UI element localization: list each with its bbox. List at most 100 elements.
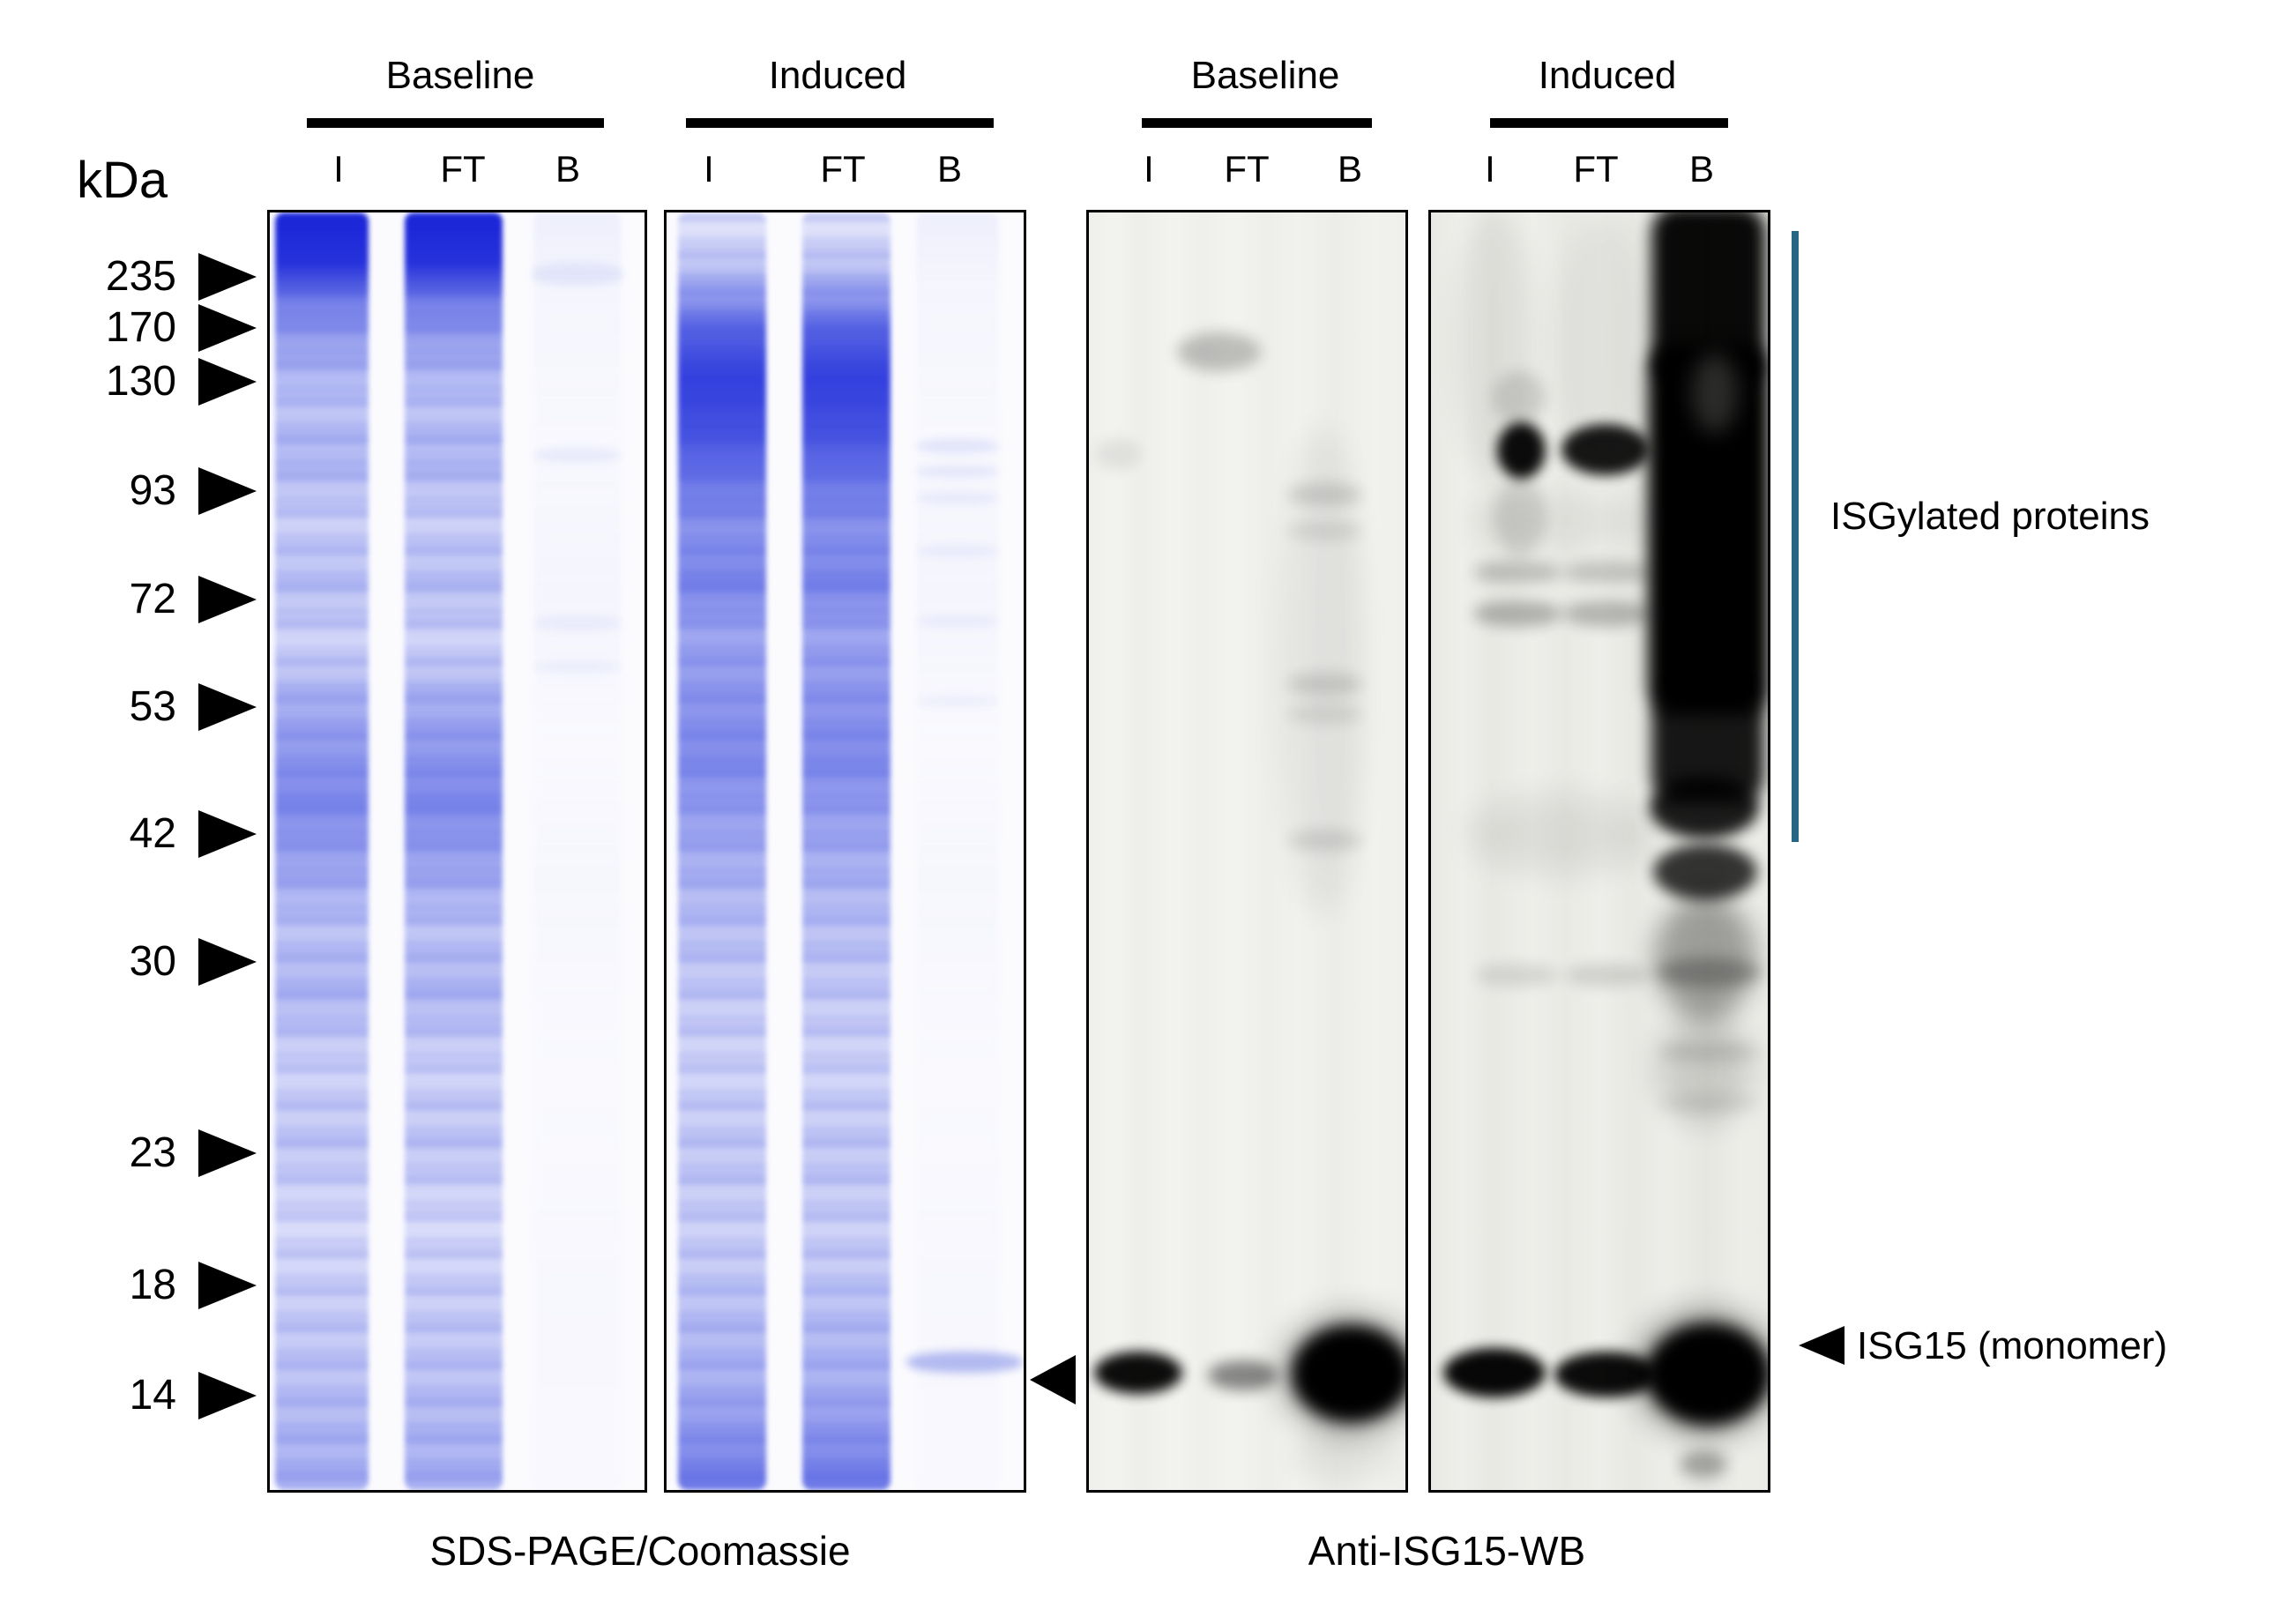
lane-label: I [1485,148,1495,190]
isg15-monomer-band [1292,1325,1405,1422]
ladder-marker: 42 [0,810,265,858]
arrowhead-right-icon [198,683,257,731]
isgylated-smear [1653,896,1757,1019]
arrowhead-right-icon [198,1262,257,1309]
faint-band [1287,483,1362,506]
arrowhead-right-icon [198,467,257,515]
group-header-wb-induced: Induced [1538,54,1677,97]
lane-label: FT [1224,148,1270,190]
ladder-value: 18 [129,1262,176,1308]
gel-lane-input [275,212,369,1490]
ladder-value: 235 [105,253,176,300]
faint-band [1658,1041,1760,1062]
faint-band [1287,521,1362,540]
isgylated-bracket [1792,231,1799,842]
faint-band [533,659,622,674]
faint-smear [1466,495,1656,548]
faint-band [1096,438,1140,470]
arrowhead-right-icon [198,253,257,301]
lane-label: FT [820,148,866,190]
faint-band [1287,704,1362,724]
isg15-monomer-band [1094,1352,1182,1394]
arrowhead-right-icon [198,938,257,986]
faint-band [1565,964,1649,987]
faint-band [916,466,999,478]
faint-smear [1466,794,1656,874]
lane-label: B [1337,148,1363,190]
arrowhead-right-icon [198,810,257,858]
blot-panel-wb-baseline [1086,210,1408,1493]
arrowhead-right-icon [198,576,257,623]
lane-label: B [1688,148,1715,190]
isgylated-smear [1648,345,1768,715]
isgylated-smear [1653,844,1757,900]
lane-label: FT [1573,148,1619,190]
ladder-marker: 30 [0,938,265,986]
group-header-wb-baseline: Baseline [1190,54,1340,97]
faint-band [1563,561,1651,584]
isg15-conjugate-band [1497,422,1546,479]
ladder-value: 53 [129,683,176,730]
isg15-monomer-band [1443,1348,1546,1397]
ladder-value: 72 [129,576,176,622]
isgylated-proteins-label: ISGylated proteins [1830,495,2150,538]
faint-band [1656,957,1762,987]
faint-band [1658,1094,1760,1112]
gel-lane-input [678,212,766,1490]
ladder-value: 93 [129,467,176,514]
group-underline [686,118,994,128]
lane-label: B [555,148,581,190]
ladder-value: 42 [129,810,176,857]
gel-lane-bound [916,212,999,1490]
faint-band [533,448,622,462]
lane-label: B [936,148,963,190]
faint-band [916,695,999,707]
arrowhead-left-icon [1030,1355,1076,1404]
blot-panel-wb-induced [1428,210,1770,1493]
lane-label: I [1144,148,1154,190]
faint-smear [1494,477,1546,556]
kda-unit-label: kDa [77,152,168,209]
ladder-marker: 23 [0,1129,265,1177]
gel-panel-coomassie-baseline [267,210,647,1493]
faint-band [1287,830,1362,851]
gel-lane-flowthrough [802,212,891,1490]
group-header-coomassie-baseline: Baseline [385,54,535,97]
faint-smear [1278,424,1367,918]
faint-band [531,263,624,286]
isg15-monomer-label: ISG15 (monomer) [1857,1324,2168,1367]
lane-label: I [333,148,344,190]
ladder-marker: 14 [0,1372,265,1419]
ladder-value: 30 [129,938,176,985]
ladder-marker: 235 [0,253,265,301]
isg15-conjugate-band [1561,424,1650,475]
faint-band [1493,371,1546,424]
faint-band [1473,561,1561,584]
arrowhead-right-icon [198,1372,257,1419]
faint-band [1473,600,1561,627]
caption-wb: Anti-ISG15-WB [1308,1528,1586,1574]
faint-band [533,615,622,631]
arrowhead-left-icon [1799,1326,1844,1365]
isg15-monomer-band-coomassie [906,1352,1023,1373]
faint-band [1287,673,1362,696]
ladder-value: 170 [105,304,176,351]
ladder-marker: 53 [0,683,265,731]
ladder-value: 14 [129,1372,176,1419]
caption-coomassie: SDS-PAGE/Coomassie [429,1528,851,1574]
group-underline [307,118,604,128]
ladder-marker: 170 [0,304,265,352]
faint-band [916,439,999,453]
faint-band [1680,1451,1727,1478]
isg15-monomer-band [1647,1323,1768,1425]
faint-band [1475,964,1559,987]
faint-band [1177,332,1261,371]
isgylated-smear [1655,1010,1754,1125]
faint-band [916,492,999,504]
faint-band [916,615,999,628]
ladder-marker: 93 [0,467,265,515]
ladder-value: 23 [129,1129,176,1176]
lane-label: I [704,148,714,190]
lane-label: FT [440,148,486,190]
gel-lane-flowthrough [405,212,503,1490]
